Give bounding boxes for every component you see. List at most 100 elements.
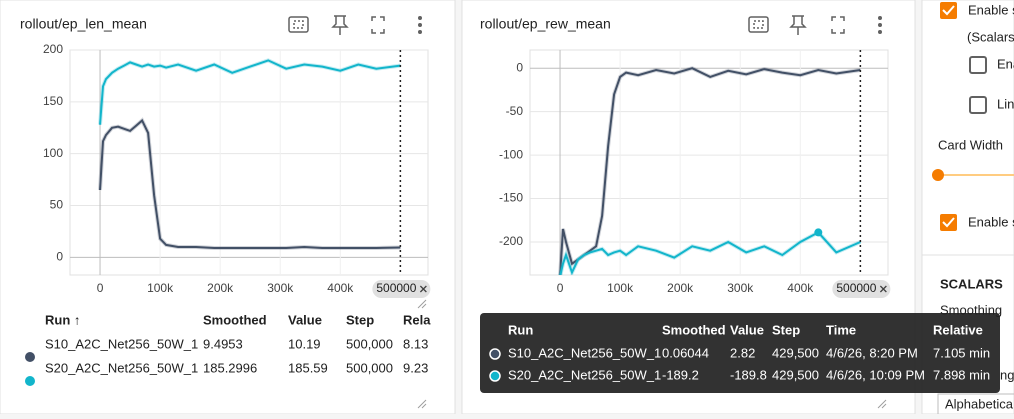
y-tick-label: 150 — [43, 94, 63, 108]
y-tick-label: -150 — [499, 191, 523, 205]
fullscreen-icon[interactable] — [831, 16, 845, 34]
run-name: S20_A2C_Net256_50W_1 — [45, 360, 198, 375]
line — [99, 59, 401, 125]
cell: 8.13 — [403, 336, 428, 351]
cell: 500,000 — [346, 336, 393, 351]
y-tick-label: -50 — [506, 104, 524, 118]
x-tick-label: 200k — [667, 281, 694, 295]
x-tick-label: 0 — [97, 281, 104, 295]
column-header: Step — [346, 312, 374, 327]
line — [559, 231, 861, 275]
run-name: S20_A2C_Net256_50W_1 — [508, 367, 661, 382]
cursor-label-box — [372, 280, 431, 298]
cursor-label: 500000 — [376, 281, 416, 295]
plot-lines — [98, 58, 401, 250]
setting-label: Card Width — [938, 137, 1003, 152]
tooltip: Run Smoothed Value Step Time Relative S10_A2C_… — [480, 313, 1000, 393]
cell: 0.06044 — [662, 345, 709, 360]
run-name: S10_A2C_Net256_50W_1 — [508, 345, 661, 360]
cell: 9.23 — [403, 360, 428, 375]
y-tick-label: 50 — [50, 198, 64, 212]
x-tick-label: 300k — [727, 281, 754, 295]
cell: -189.8 — [730, 367, 767, 382]
close-icon — [879, 285, 887, 293]
plot-lines — [558, 66, 862, 275]
run-color — [25, 376, 35, 386]
run-name: S10_A2C_Net256_50W_1 — [45, 336, 198, 351]
fit-icon[interactable] — [748, 16, 769, 33]
cursor-label-box — [832, 280, 891, 298]
note: (Scalars — [967, 29, 1014, 44]
sidebar-controls — [922, 2, 1014, 419]
run-color — [489, 370, 501, 382]
menu-icon[interactable] — [418, 16, 882, 34]
cell: 500,000 — [346, 360, 393, 375]
column-header: Step — [772, 322, 800, 337]
y-tick-label: 0 — [516, 60, 523, 74]
column-header: Rela — [403, 312, 431, 327]
option-label: Ena — [997, 56, 1014, 71]
y-tick-label: 0 — [56, 250, 63, 264]
cell: 185.2996 — [203, 360, 257, 375]
y-tick-label: 100 — [43, 146, 63, 160]
option-label: Enable s — [968, 2, 1014, 17]
chart-title: rollout/ep_len_mean — [20, 16, 147, 32]
select-value: Alphabetica — [945, 396, 1014, 411]
y-tick-label: -100 — [499, 147, 523, 161]
close-icon — [419, 285, 427, 293]
pin-icon[interactable] — [331, 15, 349, 35]
plot-frame — [529, 49, 889, 276]
option-label: Enable s — [968, 214, 1014, 229]
cell: 2.82 — [730, 345, 755, 360]
fit-icon[interactable] — [288, 16, 309, 33]
x-tick-label: 400k — [787, 281, 814, 295]
column-header: Relative — [933, 322, 983, 337]
pin-icon[interactable] — [789, 15, 807, 35]
section-title: SCALARS — [940, 276, 1003, 291]
column-header: Value — [288, 312, 322, 327]
cell: 7.105 min — [933, 345, 990, 360]
cell: 429,500 — [772, 367, 819, 382]
checkbox[interactable] — [969, 56, 987, 74]
cell: 429,500 — [772, 345, 819, 360]
column-header: Run ↑ — [45, 312, 80, 327]
card-toolbar — [288, 15, 845, 35]
y-tick-label: 200 — [43, 42, 63, 56]
run-table: Run ↑ Smoothed Value Step Rela S10_A2C_Net256… — [25, 312, 431, 386]
x-tick-label: 200k — [207, 281, 234, 295]
cell: 185.59 — [288, 360, 328, 375]
cell: 4/6/26, 8:20 PM — [826, 345, 918, 360]
checkbox[interactable] — [969, 96, 987, 114]
x-tick-label: 100k — [607, 281, 634, 295]
fullscreen-icon[interactable] — [371, 16, 385, 34]
setting-label: ng — [1000, 367, 1014, 382]
cell: 9.4953 — [203, 336, 243, 351]
column-header: Smoothed — [662, 322, 726, 337]
column-header: Value — [730, 322, 764, 337]
x-tick-label: 100k — [147, 281, 174, 295]
run-color — [489, 348, 501, 360]
cell: 7.898 min — [933, 367, 990, 382]
option-label: Lin — [997, 96, 1014, 111]
x-tick-label: 400k — [327, 281, 354, 295]
x-tick-label: 0 — [557, 281, 564, 295]
slider-thumb[interactable] — [932, 169, 944, 181]
column-header: Run — [508, 322, 533, 337]
x-tick-label: 300k — [267, 281, 294, 295]
cursor-label: 500000 — [836, 281, 876, 295]
cell: -189.2 — [662, 367, 699, 382]
fit-icon — [753, 20, 764, 29]
resize-handle[interactable] — [417, 299, 887, 409]
card — [0, 0, 456, 415]
y-tick-label: -200 — [499, 234, 523, 248]
cell: 10.19 — [288, 336, 321, 351]
column-header: Time — [826, 322, 856, 337]
fit-icon — [293, 20, 304, 29]
tooltip-box — [480, 313, 1000, 393]
chart-title: rollout/ep_rew_mean — [480, 16, 611, 32]
run-color — [25, 352, 35, 362]
column-header: Smoothed — [203, 312, 267, 327]
cell: 4/6/26, 10:09 PM — [826, 367, 925, 382]
